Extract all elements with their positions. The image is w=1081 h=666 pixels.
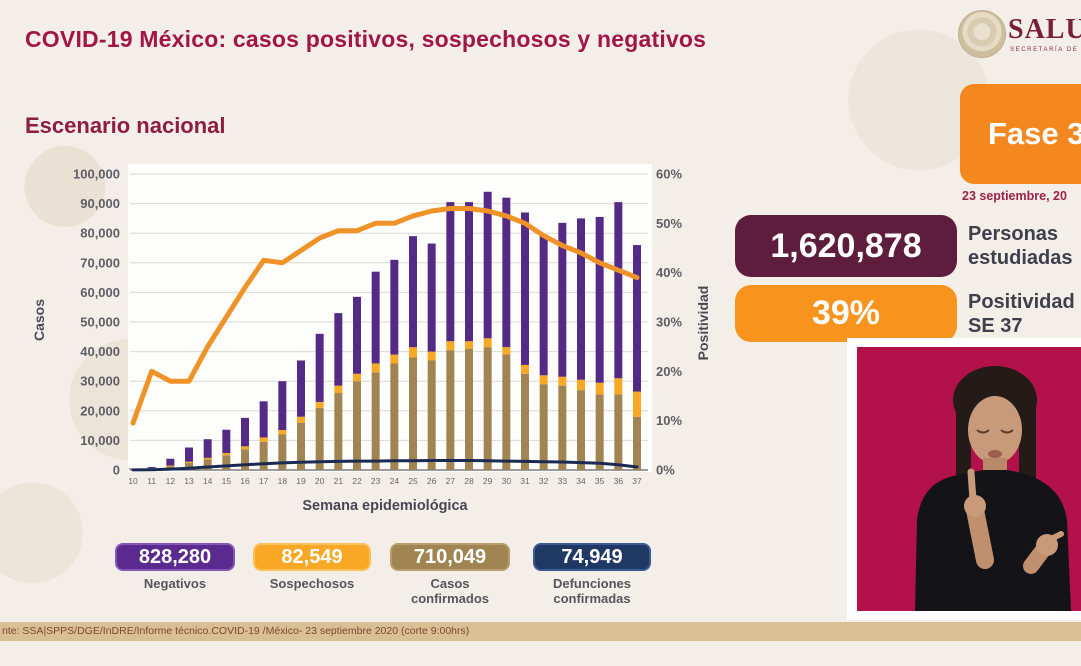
svg-text:23: 23 xyxy=(371,476,381,486)
svg-text:40%: 40% xyxy=(656,265,682,280)
legend-badge-confirmados: 710,049 xyxy=(390,543,510,571)
svg-text:34: 34 xyxy=(576,476,586,486)
svg-text:30: 30 xyxy=(502,476,512,486)
svg-text:70,000: 70,000 xyxy=(80,255,120,270)
stat-label-personas: Personas estudiadas xyxy=(968,223,1073,269)
legend-label-sospechosos: Sospechosos xyxy=(269,576,355,591)
svg-text:100,000: 100,000 xyxy=(73,167,120,182)
svg-text:18: 18 xyxy=(278,476,288,486)
svg-text:20%: 20% xyxy=(656,364,682,379)
svg-text:27: 27 xyxy=(446,476,456,486)
svg-text:37: 37 xyxy=(632,476,642,486)
svg-text:15: 15 xyxy=(222,476,232,486)
svg-text:14: 14 xyxy=(203,476,213,486)
svg-text:40,000: 40,000 xyxy=(80,344,120,359)
stat-personas-estudiadas: 1,620,878 xyxy=(735,215,957,277)
svg-text:29: 29 xyxy=(483,476,493,486)
svg-text:33: 33 xyxy=(558,476,568,486)
interpreter-illustration xyxy=(857,347,1081,611)
fase-badge: Fase 3 xyxy=(960,84,1081,184)
sign-language-interpreter-video xyxy=(847,338,1081,620)
svg-text:28: 28 xyxy=(464,476,474,486)
svg-text:Casos: Casos xyxy=(31,299,47,341)
legend-badge-defunciones: 74,949 xyxy=(533,543,651,571)
svg-text:60%: 60% xyxy=(656,167,682,182)
legend-label-defunciones: Defunciones confirmadas xyxy=(552,576,631,606)
svg-text:16: 16 xyxy=(240,476,250,486)
svg-text:24: 24 xyxy=(390,476,400,486)
svg-text:90,000: 90,000 xyxy=(80,196,120,211)
svg-text:22: 22 xyxy=(352,476,362,486)
salud-logo-subtext: SECRETARÍA DE SALU xyxy=(1010,47,1081,53)
source-text: nte: SSA|SPPS/DGE/InDRE/Informe técnico.… xyxy=(2,625,470,637)
svg-text:35: 35 xyxy=(595,476,605,486)
svg-text:25: 25 xyxy=(408,476,418,486)
svg-text:20,000: 20,000 xyxy=(80,403,120,418)
svg-text:30,000: 30,000 xyxy=(80,374,120,389)
svg-text:50%: 50% xyxy=(656,216,682,231)
svg-text:19: 19 xyxy=(296,476,306,486)
svg-text:12: 12 xyxy=(166,476,176,486)
svg-text:20: 20 xyxy=(315,476,325,486)
legend-item-defunciones: 74,949 Defunciones confirmadas xyxy=(533,543,651,606)
source-bar: nte: SSA|SPPS/DGE/InDRE/Informe técnico.… xyxy=(0,622,1081,641)
svg-text:32: 32 xyxy=(539,476,549,486)
stat-label-positividad: Positividad SE 37 xyxy=(968,291,1075,337)
svg-text:80,000: 80,000 xyxy=(80,226,120,241)
legend-item-sospechosos: 82,549 Sospechosos xyxy=(253,543,371,591)
svg-text:36: 36 xyxy=(614,476,624,486)
stat-positividad: 39% xyxy=(735,285,957,342)
coat-of-arms-icon xyxy=(958,10,1006,58)
svg-text:10: 10 xyxy=(128,476,138,486)
svg-text:Semana epidemiológica: Semana epidemiológica xyxy=(302,498,468,514)
svg-text:0: 0 xyxy=(113,463,120,478)
svg-text:26: 26 xyxy=(427,476,437,486)
section-title: Escenario nacional xyxy=(25,113,226,138)
svg-text:10,000: 10,000 xyxy=(80,433,120,448)
legend-item-confirmados: 710,049 Casos confirmados xyxy=(390,543,510,606)
svg-text:30%: 30% xyxy=(656,315,682,330)
date-note: 23 septiembre, 20 xyxy=(962,189,1067,203)
svg-text:50,000: 50,000 xyxy=(80,315,120,330)
svg-text:17: 17 xyxy=(259,476,269,486)
svg-text:13: 13 xyxy=(184,476,194,486)
legend-item-negativos: 828,280 Negativos xyxy=(115,543,235,591)
legend-label-negativos: Negativos xyxy=(143,576,207,591)
legend-label-confirmados: Casos confirmados xyxy=(410,576,489,606)
cases-positivity-chart: 0 10,000 20,000 30,000 40,000 50,000 60,000 70,… xyxy=(31,164,711,514)
svg-text:0%: 0% xyxy=(656,463,675,478)
legend-badge-negativos: 828,280 xyxy=(115,543,235,571)
page-title: COVID-19 México: casos positivos, sospec… xyxy=(25,26,707,52)
svg-text:10%: 10% xyxy=(656,413,682,428)
svg-text:Positividad: Positividad xyxy=(695,286,711,361)
svg-text:11: 11 xyxy=(147,476,156,486)
svg-text:60,000: 60,000 xyxy=(80,285,120,300)
legend-badge-sospechosos: 82,549 xyxy=(253,543,371,571)
svg-text:31: 31 xyxy=(520,476,530,486)
salud-logo-text: SALU xyxy=(1008,14,1081,45)
svg-text:21: 21 xyxy=(334,476,344,486)
